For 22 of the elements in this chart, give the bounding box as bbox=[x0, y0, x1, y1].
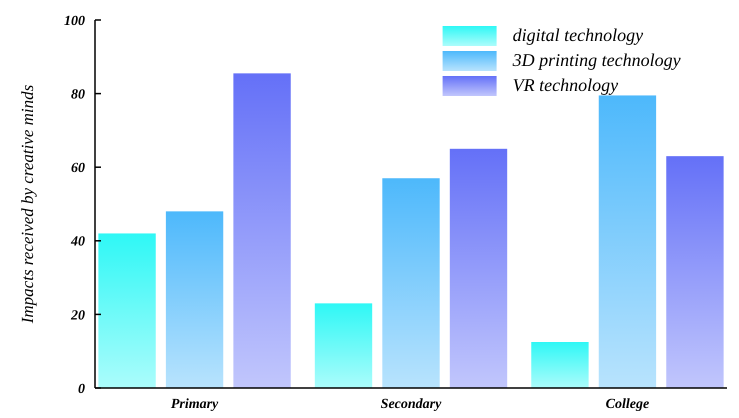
y-tick-label: 0 bbox=[78, 382, 85, 397]
y-tick-label: 100 bbox=[64, 14, 85, 29]
legend-label: VR technology bbox=[512, 75, 618, 95]
y-axis-title: Impacts received by creative minds bbox=[18, 84, 37, 324]
y-tick-label: 80 bbox=[71, 88, 85, 102]
bar bbox=[314, 303, 372, 388]
bar bbox=[166, 211, 224, 388]
bar bbox=[98, 233, 156, 388]
bar bbox=[531, 342, 589, 388]
bar bbox=[450, 148, 508, 388]
y-tick-label: 40 bbox=[70, 234, 85, 250]
legend-label: 3D printing technology bbox=[512, 50, 681, 70]
bar bbox=[666, 156, 724, 388]
bar bbox=[598, 95, 656, 388]
legend-label: digital technology bbox=[512, 25, 644, 45]
bar bbox=[233, 73, 291, 388]
y-tick-label: 60 bbox=[71, 161, 85, 176]
x-tick-label: College bbox=[606, 397, 650, 412]
y-tick-label: 20 bbox=[70, 308, 85, 324]
x-tick-label: Primary bbox=[170, 397, 220, 412]
x-tick-label: Secondary bbox=[380, 397, 442, 412]
bar bbox=[382, 178, 440, 388]
